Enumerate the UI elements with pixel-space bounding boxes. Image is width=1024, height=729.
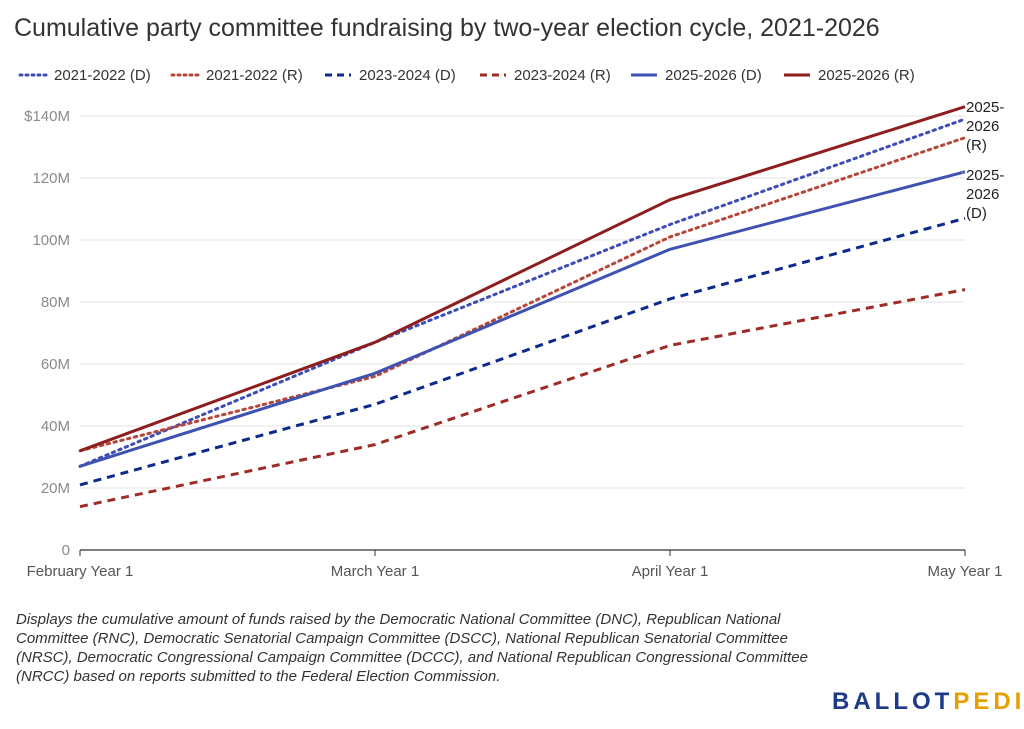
legend-item-2023-2024-d: 2023-2024 (D) bbox=[323, 64, 456, 86]
y-tick-label: 60M bbox=[41, 356, 70, 373]
legend-item-2021-2022-d: 2021-2022 (D) bbox=[18, 64, 151, 86]
end-label-2025-2026-r: 2025-2026 (R) bbox=[966, 99, 1004, 154]
series-line-2023-2024-r bbox=[79, 288, 966, 509]
chart-caption: Displays the cumulative amount of funds … bbox=[16, 611, 808, 685]
y-tick-label: 0 bbox=[62, 542, 70, 559]
y-tick-label: 120M bbox=[32, 170, 70, 187]
legend: 2021-2022 (D) 2021-2022 (R) 2023-2024 (D) 2… bbox=[18, 64, 1008, 86]
series-line-2021-2022-r bbox=[78, 136, 967, 453]
series-line-2021-2022-d bbox=[78, 117, 967, 468]
legend-label: 2025-2026 (R) bbox=[818, 66, 915, 84]
brand-part1: BALLOT bbox=[832, 688, 954, 715]
series-line-2023-2024-d bbox=[79, 216, 966, 487]
legend-swatch bbox=[631, 73, 657, 77]
legend-label: 2023-2024 (D) bbox=[359, 66, 456, 84]
y-tick-label: 100M bbox=[32, 232, 70, 249]
legend-item-2021-2022-r: 2021-2022 (R) bbox=[170, 64, 303, 86]
x-tick-label: April Year 1 bbox=[632, 563, 709, 580]
series-line-2025-2026-r bbox=[79, 105, 966, 453]
legend-label: 2021-2022 (R) bbox=[206, 66, 303, 84]
ballotpedia-logo: BALLOTPEDIA bbox=[832, 688, 1024, 716]
legend-label: 2025-2026 (D) bbox=[665, 66, 762, 84]
y-tick-label: $140M bbox=[24, 108, 70, 125]
legend-item-2023-2024-r: 2023-2024 (R) bbox=[478, 64, 611, 86]
y-tick-label: 20M bbox=[41, 480, 70, 497]
legend-label: 2023-2024 (R) bbox=[514, 66, 611, 84]
chart-title: Cumulative party committee fundraising b… bbox=[14, 14, 880, 42]
legend-swatch bbox=[325, 73, 351, 77]
brand-part2: PEDIA bbox=[953, 688, 1024, 715]
y-tick-label: 80M bbox=[41, 294, 70, 311]
legend-swatch bbox=[784, 73, 810, 77]
legend-item-2025-2026-r: 2025-2026 (R) bbox=[782, 64, 915, 86]
x-tick-label: February Year 1 bbox=[27, 563, 134, 580]
x-tick-label: May Year 1 bbox=[927, 563, 1002, 580]
legend-swatch bbox=[480, 73, 506, 77]
x-tick-label: March Year 1 bbox=[331, 563, 419, 580]
end-label-connector bbox=[961, 171, 964, 175]
end-label-2025-2026-d: 2025-2026 (D) bbox=[966, 167, 1004, 222]
line-chart: 0 20M 40M 60M 80M 100M 120M $140M February Year … bbox=[24, 99, 1004, 580]
legend-swatch bbox=[170, 73, 200, 77]
legend-item-2025-2026-d: 2025-2026 (D) bbox=[629, 64, 762, 86]
legend-swatch bbox=[18, 73, 48, 77]
y-tick-label: 40M bbox=[41, 418, 70, 435]
series-line-2025-2026-d bbox=[79, 170, 966, 468]
legend-label: 2021-2022 (D) bbox=[54, 66, 151, 84]
